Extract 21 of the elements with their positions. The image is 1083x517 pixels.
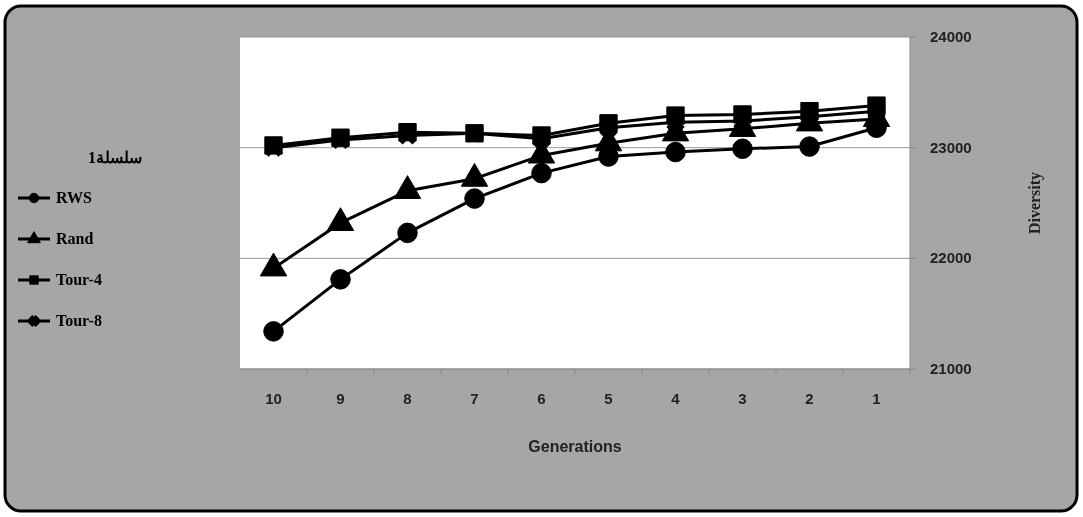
x-tick-label: 4: [671, 390, 681, 407]
x-tick-label: 6: [537, 390, 546, 407]
x-tick-label: 9: [336, 390, 345, 407]
y2-tick-label: 24000: [930, 28, 972, 45]
legend-label: Tour-8: [56, 312, 102, 329]
x-tick-label: 3: [738, 390, 747, 407]
legend-label: Tour-4: [56, 271, 102, 288]
x-tick-label: 1: [872, 390, 881, 407]
x-tick-label: 8: [403, 390, 412, 407]
legend-label: RWS: [56, 189, 92, 206]
legend-title: سلسلة1: [88, 149, 142, 166]
legend-label: Rand: [56, 230, 94, 247]
y2-axis-title: Diversity: [1026, 171, 1044, 235]
x-tick-label: 10: [265, 390, 282, 407]
y2-tick-label: 21000: [930, 360, 972, 377]
y2-tick-label: 23000: [930, 138, 972, 156]
x-axis-title: Generations: [528, 438, 622, 455]
y2-tick-label: 22000: [930, 249, 972, 267]
x-tick-label: 5: [604, 390, 613, 407]
x-tick-label: 2: [805, 390, 814, 407]
x-tick-label: 7: [470, 390, 479, 407]
